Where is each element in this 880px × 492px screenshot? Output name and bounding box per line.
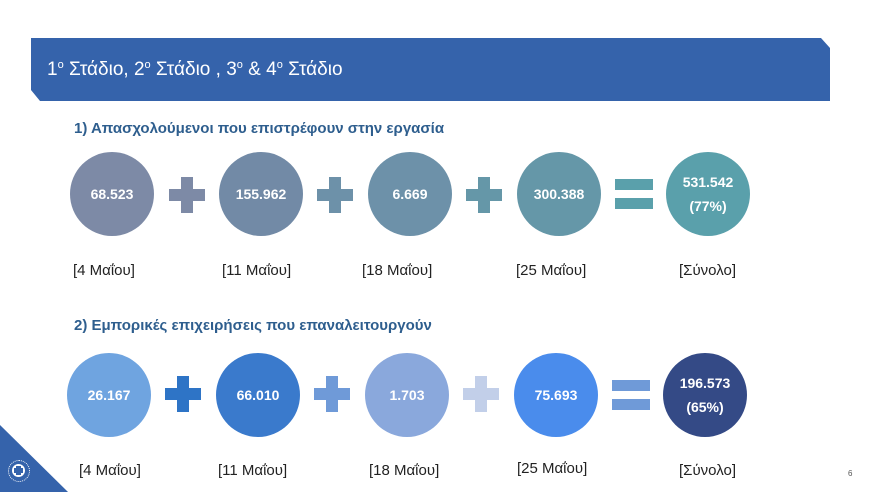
circle-11-may: 155.962 (219, 152, 303, 236)
circle-total: 196.573 (65%) (663, 353, 747, 437)
label-total: [Σύνολο] (679, 462, 736, 479)
equals-icon (612, 380, 650, 410)
circle-11-may: 66.010 (216, 353, 300, 437)
label-total: [Σύνολο] (679, 262, 736, 279)
plus-icon (169, 177, 205, 213)
label-18-may: [18 Μαΐου] (369, 462, 440, 479)
circle-4-may: 26.167 (67, 353, 151, 437)
section2-title: 2) Εμπορικές επιχειρήσεις που επαναλειτο… (74, 317, 432, 334)
label-18-may: [18 Μαΐου] (362, 262, 433, 279)
plus-icon (463, 376, 499, 412)
title-banner: 1ο Στάδιο, 2ο Στάδιο , 3ο & 4ο Στάδιο (31, 38, 830, 101)
equals-icon (615, 179, 653, 209)
section1-title: 1) Απασχολούμενοι που επιστρέφουν στην ε… (74, 120, 445, 137)
label-4-may: [4 Μαΐου] (73, 262, 135, 279)
label-11-may: [11 Μαΐου] (218, 462, 288, 479)
page-number: 6 (848, 469, 853, 478)
label-25-may: [25 Μαΐου] (517, 460, 588, 477)
circle-18-may: 1.703 (365, 353, 449, 437)
circle-4-may: 68.523 (70, 152, 154, 236)
label-4-may: [4 Μαΐου] (79, 462, 141, 479)
plus-icon (317, 177, 353, 213)
plus-icon (165, 376, 201, 412)
circle-total: 531.542 (77%) (666, 152, 750, 236)
label-11-may: [11 Μαΐου] (222, 262, 292, 279)
page-title: 1ο Στάδιο, 2ο Στάδιο , 3ο & 4ο Στάδιο (47, 59, 343, 80)
label-25-may: [25 Μαΐου] (516, 262, 587, 279)
circle-25-may: 75.693 (514, 353, 598, 437)
plus-icon (314, 376, 350, 412)
circle-18-may: 6.669 (368, 152, 452, 236)
circle-25-may: 300.388 (517, 152, 601, 236)
plus-icon (466, 177, 502, 213)
greek-emblem-icon (8, 460, 30, 482)
corner-decoration (0, 425, 68, 492)
